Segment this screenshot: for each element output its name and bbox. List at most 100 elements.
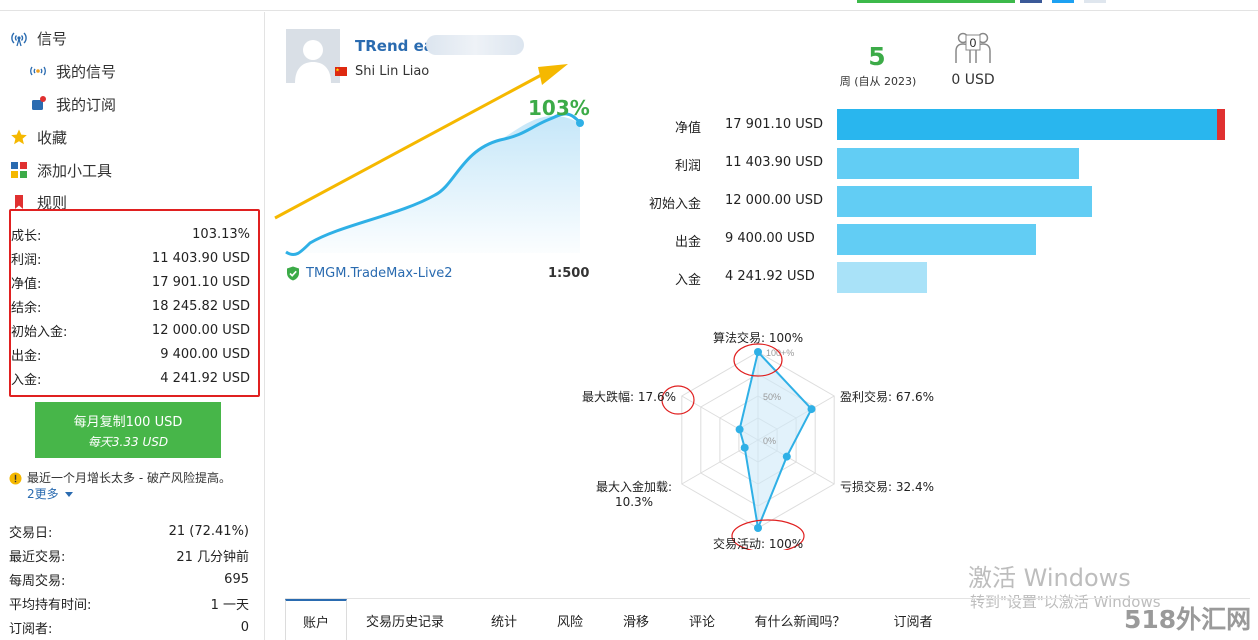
tab-statistics[interactable]: 统计 <box>475 599 533 640</box>
activation-watermark-text: 转到"设置"以激活 Windows <box>970 593 1161 611</box>
subscribers-usd: 0 USD <box>951 72 995 88</box>
info-value: 21 (72.41%) <box>168 523 249 539</box>
highlight-circle <box>733 343 783 377</box>
tab-subscribers[interactable]: 订阅者 <box>881 599 945 640</box>
sidebar-item-label: 规则 <box>37 193 68 212</box>
sidebar-item-label: 添加小工具 <box>37 161 113 180</box>
sidebar-item-add-widget[interactable]: 添加小工具 <box>9 158 112 182</box>
stat-label: 成长: <box>11 228 42 244</box>
subscribers-icon: 0 <box>955 32 991 63</box>
sidebar-item-signals[interactable]: 信号 <box>9 26 67 50</box>
top-action-button[interactable] <box>857 0 1015 3</box>
growth-endpoint <box>576 119 584 127</box>
tab-news[interactable]: 有什么新闻吗？ <box>747 599 853 640</box>
tab-bar: 账户 交易历史记录 统计 风险 滑移 评论 有什么新闻吗？ 订阅者 <box>285 598 1250 640</box>
top-strip <box>0 0 1258 11</box>
author-name[interactable]: Shi Lin Liao <box>355 64 430 79</box>
radar-label-activity: 交易活动: 100% <box>713 537 804 551</box>
sidebar-item-label: 收藏 <box>37 128 68 147</box>
bar-equity-drawdown <box>1217 109 1225 140</box>
weeks-count: 5 <box>868 42 886 71</box>
sidebar <box>0 12 265 640</box>
info-label: 最近交易: <box>9 549 66 565</box>
info-row: 每周交易: 695 <box>9 569 249 589</box>
radar-point-5 <box>735 425 744 434</box>
radar-label-drawdown: 最大跌幅: 17.6% <box>582 390 676 404</box>
sidebar-item-label: 我的订阅 <box>56 95 117 114</box>
tab-reviews[interactable]: 评论 <box>675 599 729 640</box>
subscription-icon <box>28 94 48 114</box>
bar-value: 17 901.10 USD <box>725 117 824 132</box>
radar-point-1 <box>807 405 816 414</box>
bar-label: 入金 <box>674 273 701 288</box>
stat-row: 初始入金: 12 000.00 USD <box>11 320 258 340</box>
radar-label-deposit-load-value: 10.3% <box>614 495 654 509</box>
stat-value: 103.13% <box>192 226 250 242</box>
bookmark-icon <box>9 192 29 212</box>
sidebar-item-rules[interactable]: 规则 <box>9 190 67 214</box>
tab-account[interactable]: 账户 <box>285 599 347 640</box>
stat-row: 净值: 17 901.10 USD <box>11 272 258 292</box>
signal-icon <box>28 61 48 81</box>
tab-label: 交易历史记录 <box>365 614 444 630</box>
twitter-icon[interactable] <box>1052 0 1074 3</box>
tab-slippage[interactable]: 滑移 <box>609 599 663 640</box>
copy-signal-button[interactable]: 每月复制100 USD 每天3.33 USD <box>35 402 221 458</box>
bar-initial-deposit <box>837 186 1092 217</box>
sidebar-item-label: 我的信号 <box>56 62 117 81</box>
bar-value: 4 241.92 USD <box>725 269 815 284</box>
stat-label: 入金: <box>11 372 42 388</box>
bar-label: 出金 <box>674 235 701 250</box>
stat-label: 利润: <box>11 252 42 268</box>
sidebar-item-favorites[interactable]: 收藏 <box>9 125 67 149</box>
growth-area <box>286 115 580 255</box>
info-row: 交易日: 21 (72.41%) <box>9 521 249 541</box>
info-value: 21 几分钟前 <box>176 549 249 565</box>
radar-label-deposit-load-title: 最大入金加载: <box>595 480 673 494</box>
info-row: 最近交易: 21 几分钟前 <box>9 545 249 565</box>
sidebar-item-my-subscriptions[interactable]: 我的订阅 <box>28 92 116 116</box>
radar-tick-50: 50% <box>763 392 781 402</box>
stat-label: 出金: <box>11 348 42 364</box>
copy-button-daily: 每天3.33 USD <box>87 434 169 449</box>
risk-warning: 最近一个月增长太多 - 破产风险提高。 2更多 <box>9 470 259 502</box>
radar-point-2 <box>782 452 791 461</box>
broker[interactable]: TMGM.TradeMax-Live2 <box>286 266 453 281</box>
info-row: 订阅者: 0 <box>9 617 249 637</box>
site-watermark: 518外汇网 <box>1124 605 1252 634</box>
stat-value: 9 400.00 USD <box>160 346 250 362</box>
facebook-icon[interactable] <box>1020 0 1042 3</box>
chevron-down-icon[interactable] <box>65 492 74 497</box>
stat-row: 成长: 103.13% <box>11 224 258 244</box>
growth-percent: 103% <box>528 96 590 120</box>
widget-icon <box>9 160 29 180</box>
avatar[interactable] <box>286 29 340 83</box>
tab-trade-history[interactable]: 交易历史记录 <box>357 599 453 640</box>
bar-label: 净值 <box>674 121 701 136</box>
growth-chart <box>274 64 584 257</box>
more-warnings-link[interactable]: 2更多 <box>27 487 59 501</box>
stat-value: 17 901.10 USD <box>151 274 250 290</box>
antenna-icon <box>9 28 29 48</box>
sidebar-item-my-signals[interactable]: 我的信号 <box>28 59 116 83</box>
subscribers-badge: 0 <box>970 36 977 50</box>
growth-line <box>285 112 582 257</box>
tab-risk[interactable]: 风险 <box>543 599 597 640</box>
star-icon <box>9 127 29 147</box>
growth-arrowhead <box>538 64 568 85</box>
signal-name-link[interactable]: TRend ea <box>355 37 434 55</box>
bar-value: 12 000.00 USD <box>725 193 824 208</box>
stat-row: 结余: 18 245.82 USD <box>11 296 258 316</box>
highlight-circle <box>661 385 695 415</box>
info-label: 平均持有时间: <box>9 597 92 613</box>
stat-value: 12 000.00 USD <box>151 322 250 338</box>
bar-profit <box>837 148 1079 179</box>
share-icon[interactable] <box>1084 0 1106 3</box>
stat-value: 18 245.82 USD <box>151 298 250 314</box>
info-value: 1 一天 <box>210 597 249 613</box>
bar-label: 初始入金 <box>648 197 701 212</box>
radar-chart: 100+% 50% 0% <box>661 343 835 550</box>
radar-point-4 <box>740 443 749 452</box>
bar-equity <box>837 109 1217 140</box>
bar-value: 11 403.90 USD <box>725 155 824 170</box>
